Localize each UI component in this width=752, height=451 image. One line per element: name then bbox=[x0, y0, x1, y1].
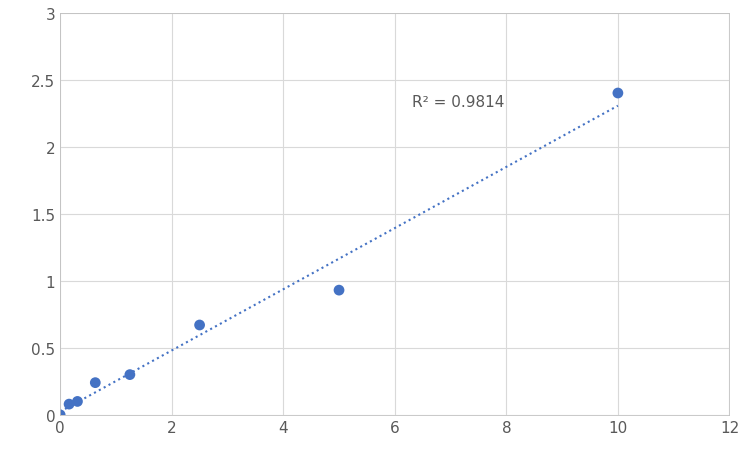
Point bbox=[89, 379, 102, 387]
Point bbox=[124, 371, 136, 378]
Point bbox=[71, 398, 83, 405]
Point bbox=[612, 90, 624, 97]
Point bbox=[63, 400, 75, 408]
Point bbox=[54, 411, 66, 419]
Point bbox=[193, 322, 205, 329]
Point bbox=[333, 287, 345, 294]
Text: R² = 0.9814: R² = 0.9814 bbox=[411, 95, 504, 110]
